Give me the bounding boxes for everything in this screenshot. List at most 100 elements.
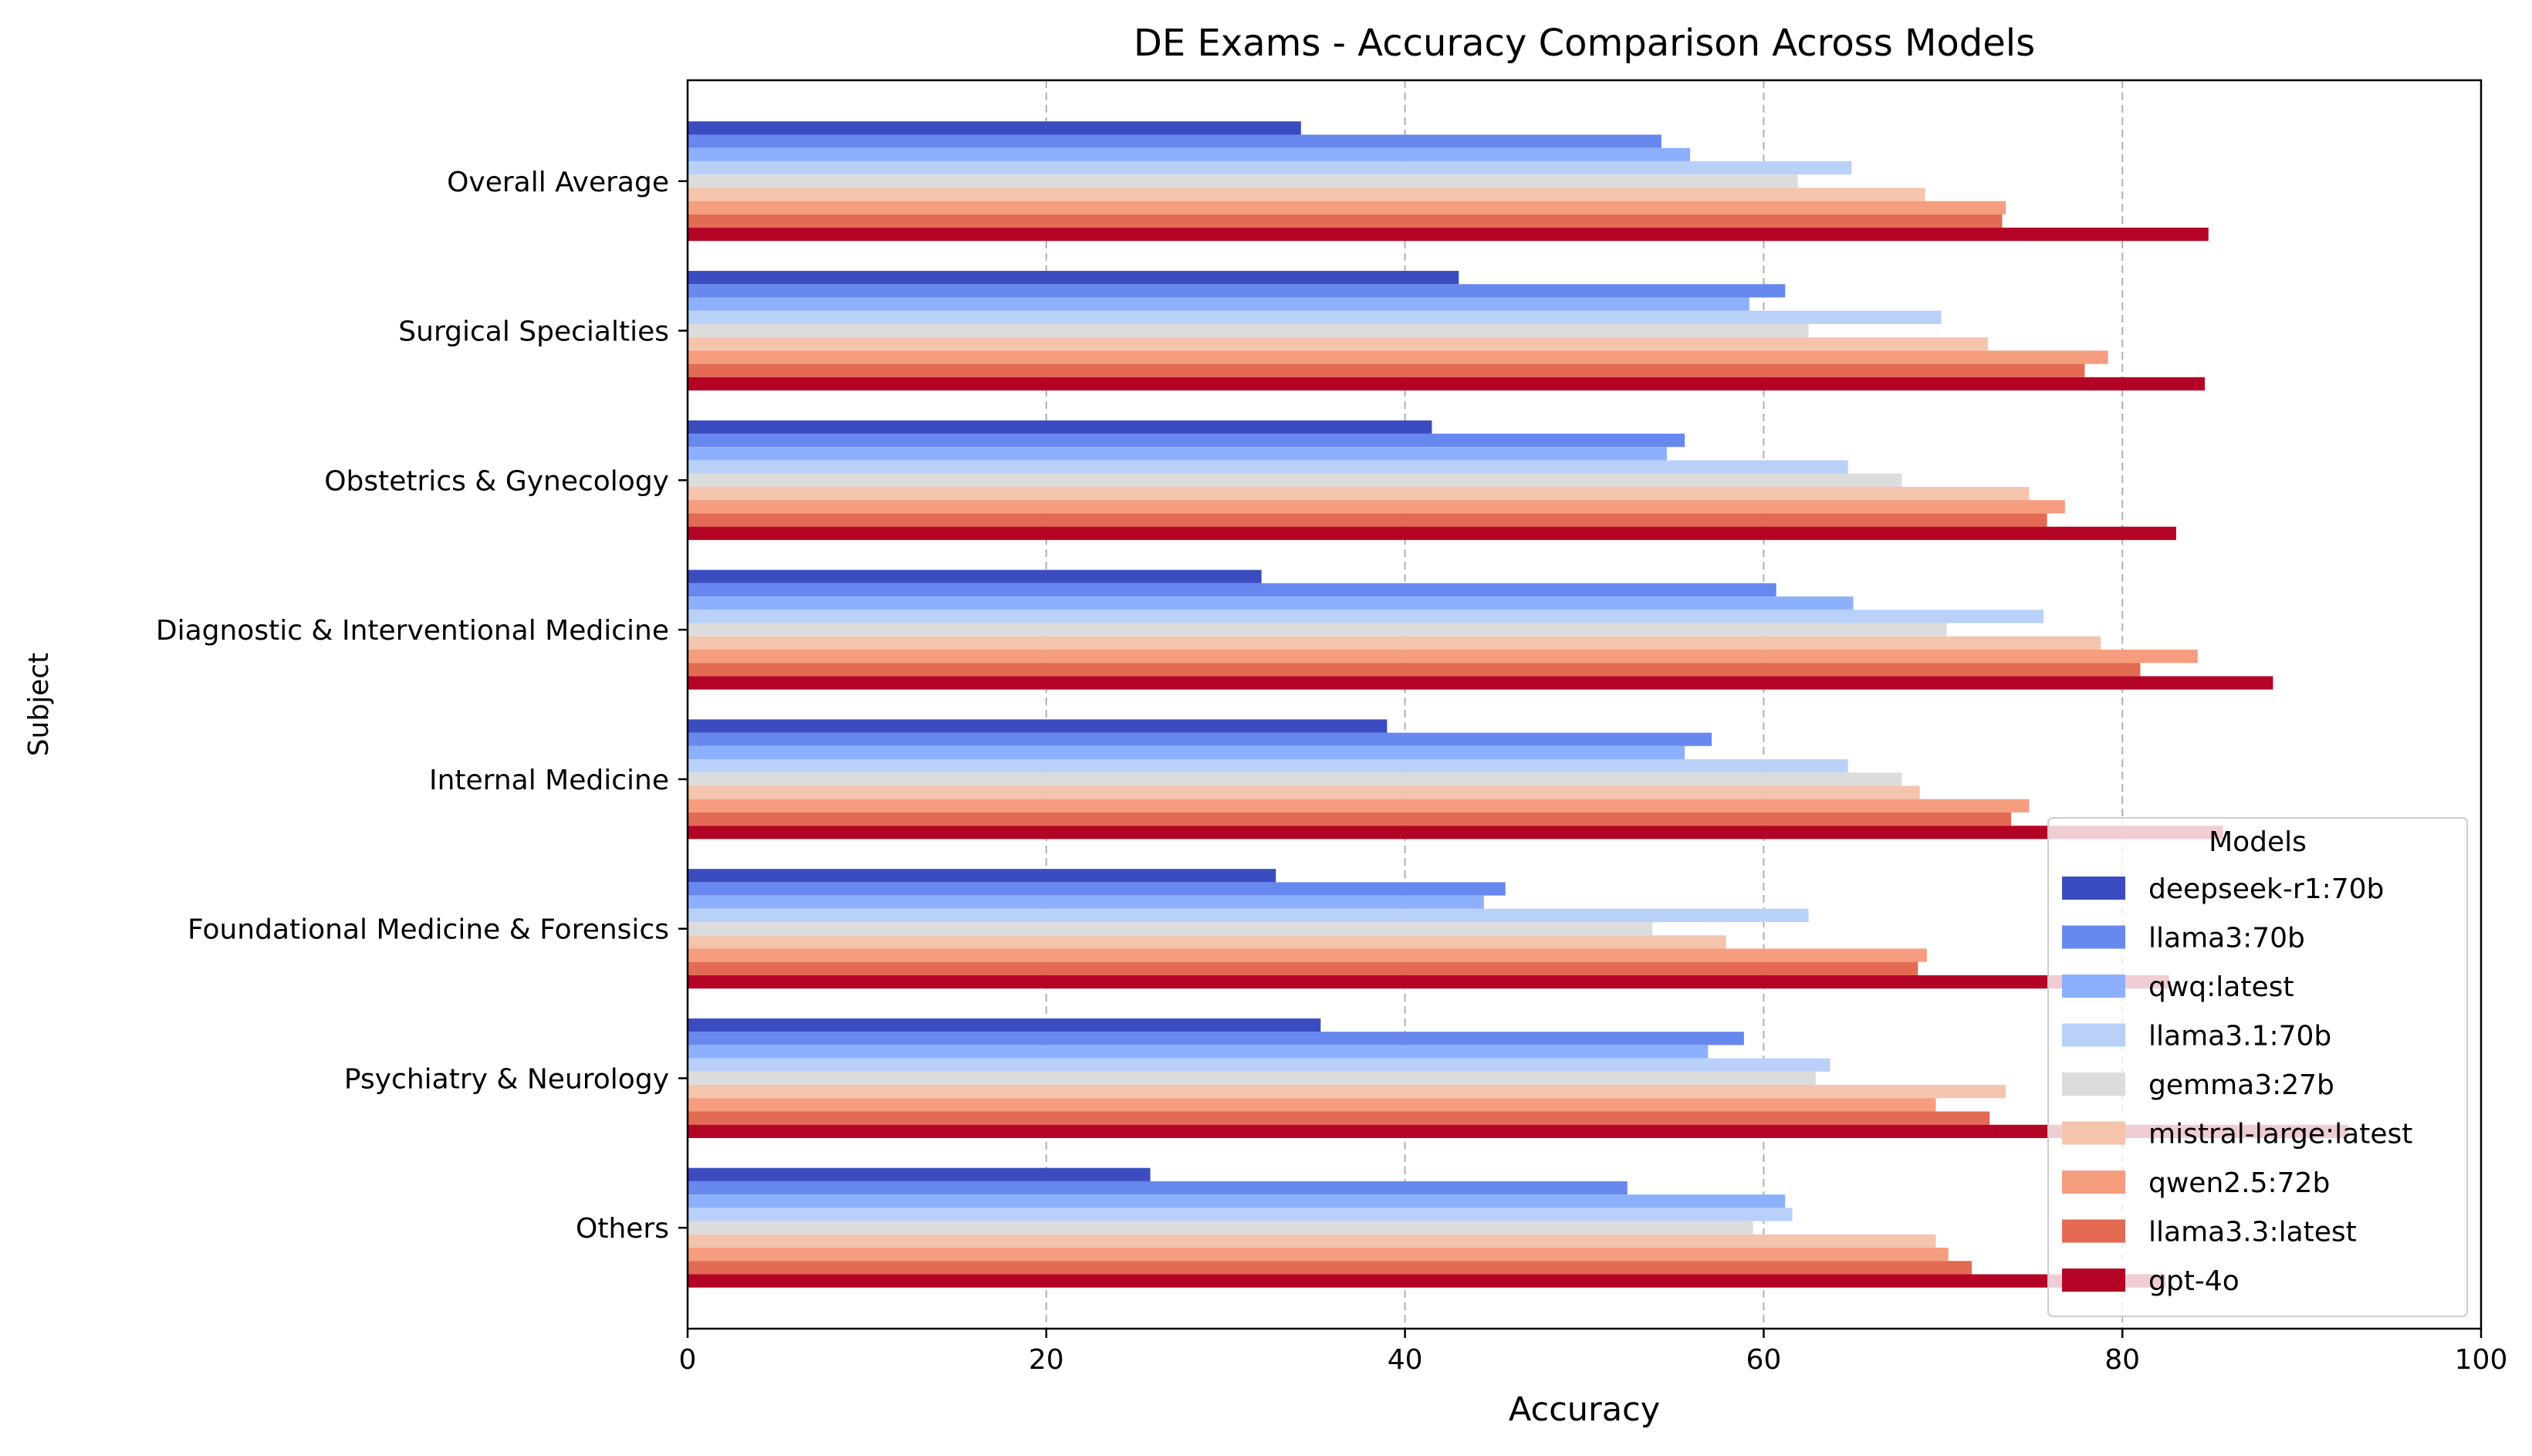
y-axis: Overall Average Surgical Specialties Obste… <box>156 167 688 1245</box>
bar <box>688 719 1388 733</box>
bar <box>688 1208 1793 1221</box>
x-tick-label: 80 <box>2104 1344 2140 1376</box>
bar <box>688 1085 2006 1099</box>
bar <box>688 1124 2349 1138</box>
bar <box>688 473 1902 487</box>
legend-swatch <box>2062 877 2125 900</box>
bar <box>688 583 1776 597</box>
bar <box>688 826 2223 839</box>
bar <box>688 513 2047 527</box>
bar <box>688 676 2273 690</box>
bar <box>688 1098 1936 1112</box>
bar <box>688 1234 1936 1248</box>
bar <box>688 297 1749 311</box>
legend-swatch <box>2062 925 2125 949</box>
bar <box>688 1058 1831 1072</box>
y-tick-label: Others <box>576 1213 669 1245</box>
x-axis: 0 20 40 60 80 100 <box>679 1329 2508 1376</box>
legend: Models deepseek-r1:70b llama3:70b qwq:late… <box>2047 817 2468 1317</box>
bar <box>688 214 2003 228</box>
x-tick-label: 0 <box>679 1344 697 1376</box>
bar <box>688 663 2141 677</box>
bar <box>688 271 1459 285</box>
legend-swatch <box>2062 1171 2125 1194</box>
bar <box>688 1032 1744 1046</box>
chart-title: DE Exams - Accuracy Comparison Across Mo… <box>1134 22 2035 65</box>
bar <box>688 228 2209 242</box>
bar <box>688 174 1798 188</box>
x-tick-label: 60 <box>1746 1344 1781 1376</box>
bar <box>688 1274 2165 1288</box>
bar <box>688 869 1276 883</box>
bars-layer <box>688 121 2349 1288</box>
bar <box>688 975 2169 989</box>
legend-swatch <box>2062 1073 2125 1096</box>
legend-swatch <box>2062 1219 2125 1243</box>
y-tick-label: Psychiatry & Neurology <box>344 1063 669 1095</box>
bar <box>688 1194 1786 1208</box>
bar <box>688 569 1262 583</box>
bar <box>688 337 1988 351</box>
bar <box>688 948 1927 962</box>
x-tick-label: 20 <box>1029 1344 1064 1376</box>
bar <box>688 350 2108 364</box>
legend-label: mistral-large:latest <box>2148 1119 2412 1150</box>
legend-label: qwq:latest <box>2148 971 2294 1003</box>
bar <box>688 377 2206 391</box>
legend-swatch <box>2062 975 2125 998</box>
bar <box>688 623 1947 637</box>
bar <box>688 447 1667 461</box>
bar <box>688 323 1809 338</box>
x-axis-label: Accuracy <box>1509 1390 1660 1429</box>
legend-label: llama3:70b <box>2148 923 2305 954</box>
legend-swatch <box>2062 1269 2125 1292</box>
bar <box>688 160 1852 175</box>
bar <box>688 882 1506 896</box>
bar <box>688 1071 1816 1086</box>
bar <box>688 1045 1709 1059</box>
bar <box>688 284 1786 298</box>
bar <box>688 363 2085 377</box>
legend-label: gpt-4o <box>2148 1265 2240 1297</box>
bar <box>688 460 1848 474</box>
bar <box>688 649 2198 664</box>
bar <box>688 201 2006 215</box>
legend-label: gemma3:27b <box>2148 1069 2334 1101</box>
legend-box <box>2047 817 2468 1317</box>
bar <box>688 812 2012 826</box>
bar <box>688 1248 1949 1262</box>
bar <box>688 935 1726 949</box>
y-tick-label: Obstetrics & Gynecology <box>324 465 669 497</box>
legend-title: Models <box>2209 826 2307 858</box>
bar <box>688 134 1662 148</box>
bar <box>688 1111 1990 1125</box>
bar <box>688 1261 1972 1275</box>
x-tick-label: 40 <box>1388 1344 1423 1376</box>
legend-label: llama3.1:70b <box>2148 1021 2331 1052</box>
bar <box>688 1167 1151 1181</box>
bar <box>688 596 1854 610</box>
bar <box>688 759 1848 773</box>
y-tick-label: Overall Average <box>447 167 669 198</box>
bar <box>688 187 1925 201</box>
y-tick-label: Internal Medicine <box>429 765 669 796</box>
bar <box>688 908 1809 923</box>
bar <box>688 420 1432 434</box>
legend-label: llama3.3:latest <box>2148 1217 2357 1248</box>
y-axis-label: Subject <box>23 653 55 757</box>
bar <box>688 486 2030 501</box>
y-tick-label: Diagnostic & Interventional Medicine <box>156 615 669 647</box>
legend-swatch <box>2062 1023 2125 1047</box>
bar <box>688 1018 1321 1032</box>
legend-label: qwen2.5:72b <box>2148 1167 2330 1199</box>
bar <box>688 610 2044 623</box>
x-tick-label: 100 <box>2455 1344 2508 1376</box>
bar <box>688 1221 1753 1235</box>
bar <box>688 636 2101 650</box>
bar <box>688 526 2176 540</box>
bar <box>688 1181 1628 1195</box>
bar <box>688 785 1920 799</box>
bar <box>688 147 1691 161</box>
